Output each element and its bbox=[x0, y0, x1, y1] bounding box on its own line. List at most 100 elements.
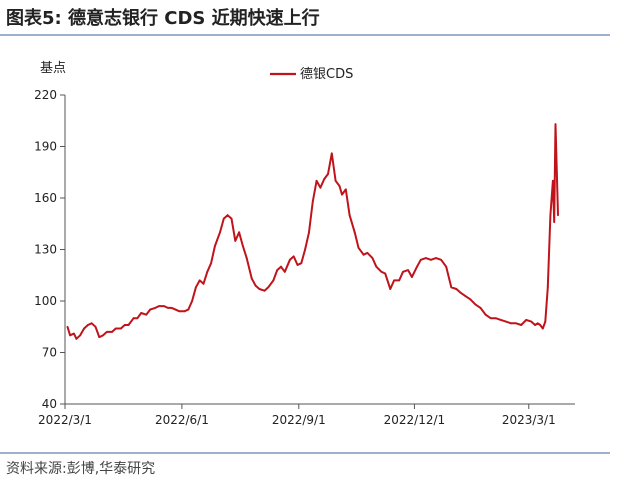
y-tick-label: 100 bbox=[34, 294, 57, 308]
y-axis-unit-label: 基点 bbox=[40, 61, 66, 76]
data-point bbox=[136, 317, 139, 320]
data-point bbox=[430, 258, 432, 261]
data-point bbox=[479, 307, 482, 309]
data-point bbox=[69, 334, 71, 337]
data-point bbox=[311, 200, 314, 203]
source-note: 资料来源:彭博,华泰研究 bbox=[6, 461, 156, 477]
data-point bbox=[79, 334, 82, 337]
data-point bbox=[474, 303, 477, 306]
data-point bbox=[416, 265, 418, 268]
data-point bbox=[357, 246, 360, 249]
data-point bbox=[83, 327, 85, 330]
data-point bbox=[464, 295, 467, 297]
data-point bbox=[158, 305, 160, 307]
data-point bbox=[195, 286, 197, 289]
source-divider bbox=[0, 452, 610, 454]
data-point bbox=[263, 289, 266, 292]
data-point bbox=[425, 257, 427, 259]
data-point bbox=[140, 312, 143, 314]
series-group bbox=[66, 123, 559, 340]
x-tick-label: 2022/12/1 bbox=[384, 413, 446, 427]
data-point bbox=[163, 305, 166, 307]
data-point bbox=[214, 245, 216, 248]
data-point bbox=[198, 279, 201, 282]
data-point bbox=[296, 264, 299, 266]
data-point bbox=[549, 214, 552, 217]
data-point bbox=[375, 265, 378, 268]
data-point bbox=[380, 270, 383, 273]
data-point bbox=[272, 279, 275, 282]
data-point bbox=[202, 282, 205, 285]
data-point bbox=[226, 214, 229, 217]
data-point bbox=[98, 336, 101, 338]
title-divider bbox=[0, 34, 610, 36]
data-point bbox=[419, 258, 422, 261]
x-tick-label: 2023/3/1 bbox=[502, 413, 556, 427]
data-point bbox=[338, 185, 341, 187]
data-point bbox=[520, 324, 523, 326]
data-point bbox=[111, 331, 113, 333]
data-point bbox=[323, 178, 326, 181]
axes bbox=[64, 95, 575, 405]
y-tick-label: 40 bbox=[42, 397, 57, 411]
data-point bbox=[132, 317, 135, 320]
axis-ticks: 40 70 100 130 160 190 220 2022/3/1 2022/6/1 2022/… bbox=[34, 88, 556, 427]
data-point bbox=[341, 193, 343, 196]
data-point bbox=[435, 257, 437, 259]
data-point bbox=[258, 288, 261, 290]
y-tick-label: 220 bbox=[34, 88, 57, 102]
data-point bbox=[557, 214, 559, 217]
data-point bbox=[75, 337, 78, 340]
data-point bbox=[276, 269, 279, 271]
data-point bbox=[300, 262, 303, 265]
legend-label: 德银CDS bbox=[300, 67, 353, 82]
data-point bbox=[170, 307, 173, 309]
y-tick-label: 70 bbox=[42, 346, 57, 360]
y-tick-label: 130 bbox=[34, 243, 57, 257]
data-point bbox=[546, 286, 549, 289]
data-point bbox=[123, 324, 126, 326]
cds-line-chart: 基点 德银CDS 40 70 100 130 160 190 220 2022/3/1 2022… bbox=[34, 61, 575, 427]
data-point bbox=[245, 257, 248, 259]
data-point bbox=[219, 231, 221, 234]
data-point bbox=[494, 317, 497, 320]
data-point bbox=[114, 327, 117, 330]
data-point bbox=[484, 313, 487, 316]
data-point bbox=[505, 320, 507, 323]
data-point bbox=[539, 324, 542, 326]
data-point bbox=[289, 258, 291, 261]
data-point bbox=[102, 334, 104, 337]
data-point bbox=[411, 276, 413, 278]
data-point bbox=[178, 310, 181, 313]
data-point bbox=[206, 270, 209, 273]
x-tick-label: 2022/9/1 bbox=[272, 413, 326, 427]
data-point bbox=[242, 245, 244, 248]
data-point bbox=[145, 313, 148, 316]
data-point bbox=[94, 325, 97, 328]
data-point bbox=[254, 284, 257, 287]
data-point bbox=[366, 252, 369, 254]
data-point bbox=[327, 173, 329, 175]
data-point bbox=[362, 253, 365, 256]
data-point bbox=[445, 265, 448, 268]
data-point bbox=[552, 179, 554, 182]
data-point bbox=[553, 221, 556, 223]
data-point bbox=[440, 258, 442, 261]
x-tick-label: 2022/6/1 bbox=[155, 413, 209, 427]
data-point bbox=[283, 270, 286, 273]
data-point bbox=[455, 288, 458, 290]
data-point bbox=[183, 310, 186, 313]
data-point bbox=[407, 269, 409, 271]
data-point bbox=[304, 248, 306, 251]
data-point bbox=[191, 300, 194, 302]
y-tick-label: 160 bbox=[34, 191, 57, 205]
data-point bbox=[187, 308, 190, 311]
data-point bbox=[66, 325, 69, 328]
data-point bbox=[230, 217, 233, 220]
data-point bbox=[87, 324, 89, 326]
data-point bbox=[222, 217, 225, 220]
data-point bbox=[308, 231, 310, 234]
data-point bbox=[371, 257, 374, 259]
data-point bbox=[149, 308, 152, 311]
data-point bbox=[398, 279, 401, 282]
